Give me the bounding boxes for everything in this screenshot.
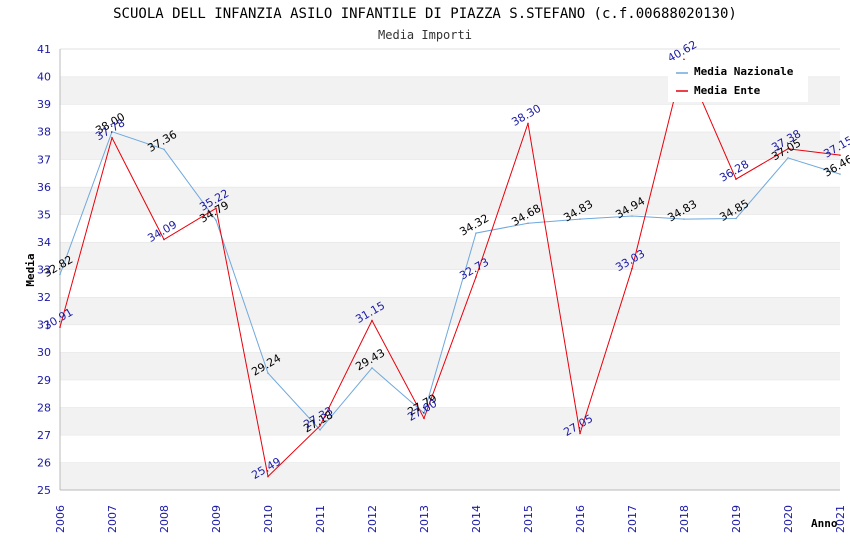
data-point [111, 136, 113, 139]
x-tick-label: 2014 [470, 505, 483, 533]
data-point [111, 130, 113, 133]
legend-label-nazionale: Media Nazionale [694, 65, 794, 78]
y-tick-label: 34 [37, 236, 51, 249]
grid-bands [60, 48, 840, 490]
series-line-nazionale [59, 131, 841, 431]
x-tick-label: 2021 [834, 505, 847, 533]
x-tick-label: 2006 [54, 505, 67, 533]
data-point [475, 232, 477, 234]
grid-band [60, 241, 840, 270]
y-tick-label: 36 [37, 181, 51, 194]
data-point [683, 58, 685, 61]
grid-band [60, 297, 840, 325]
data-point [215, 207, 217, 210]
data-point [579, 432, 581, 435]
x-tick-label: 2010 [262, 505, 275, 533]
grid-band [60, 407, 840, 435]
data-point [59, 326, 61, 328]
grid-band [60, 186, 840, 215]
grid-band [60, 462, 840, 490]
data-point [423, 412, 425, 414]
x-tick-label: 2018 [678, 505, 691, 533]
y-axis-label: Media [24, 253, 37, 286]
x-tick-label: 2019 [730, 505, 743, 533]
data-point [215, 219, 217, 221]
data-point [839, 173, 841, 175]
x-tick-label: 2011 [314, 505, 327, 533]
legend-box [668, 60, 808, 102]
data-point [735, 178, 737, 180]
series-group [59, 57, 841, 478]
data-point [267, 475, 269, 478]
data-point [163, 148, 165, 151]
x-tick-label: 2012 [366, 505, 379, 533]
y-tick-label: 25 [37, 484, 51, 497]
grid-band [60, 352, 840, 380]
chart-title: SCUOLA DELL INFANZIA ASILO INFANTILE DI … [113, 6, 737, 22]
data-point [735, 217, 737, 220]
data-point [839, 154, 841, 156]
y-tick-label: 35 [37, 208, 51, 221]
x-tick-label: 2016 [574, 505, 587, 533]
data-point [371, 367, 373, 369]
grid-band [60, 269, 840, 298]
y-tick-label: 33 [37, 264, 51, 277]
data-point [59, 273, 61, 276]
data-point [527, 122, 529, 125]
data-point [787, 147, 789, 150]
data-point [631, 267, 633, 270]
data-point [267, 372, 269, 374]
x-axis-label: Anno [811, 517, 838, 530]
data-point [423, 417, 425, 420]
y-tick-label: 37 [37, 153, 51, 166]
y-tick-label: 29 [37, 374, 51, 387]
y-tick-label: 40 [37, 71, 51, 84]
x-tick-label: 2009 [210, 505, 223, 533]
y-tick-label: 28 [37, 401, 51, 414]
data-point [787, 157, 789, 159]
y-tick-label: 39 [37, 98, 51, 111]
x-tick-label: 2015 [522, 505, 535, 533]
data-point [579, 218, 581, 220]
grid-band [60, 434, 840, 463]
grid-band [60, 159, 840, 187]
data-point [319, 429, 321, 431]
grid-band [60, 379, 840, 408]
y-tick-label: 27 [37, 429, 51, 442]
y-tick-label: 41 [37, 43, 51, 56]
y-axis-ticks: 25 26 27 28 29 30 31 32 33 34 35 36 37 38 39 40 41 [37, 43, 51, 497]
x-axis-ticks: 2006 2007 2008 2009 2010 2011 2012 2013 2014 2015… [54, 505, 847, 533]
chart-subtitle: Media Importi [378, 28, 472, 42]
grid-band [60, 131, 840, 160]
y-tick-label: 30 [37, 346, 51, 359]
x-tick-label: 2013 [418, 505, 431, 533]
data-point [527, 222, 529, 224]
x-tick-label: 2020 [782, 505, 795, 533]
data-point [683, 218, 685, 220]
data-point [371, 319, 373, 322]
x-tick-label: 2008 [158, 505, 171, 533]
grid-band [60, 104, 840, 132]
y-tick-label: 32 [37, 291, 51, 304]
x-tick-label: 2017 [626, 505, 639, 533]
legend: Media Nazionale Media Ente [668, 60, 808, 102]
data-point [475, 276, 477, 278]
series-line-ente [59, 57, 841, 478]
legend-label-ente: Media Ente [694, 84, 761, 97]
data-point [163, 238, 165, 241]
y-tick-label: 31 [37, 319, 51, 332]
data-point [631, 215, 633, 217]
y-tick-label: 38 [37, 126, 51, 139]
x-tick-label: 2007 [106, 505, 119, 533]
y-tick-label: 26 [37, 456, 51, 469]
data-point [319, 424, 321, 427]
